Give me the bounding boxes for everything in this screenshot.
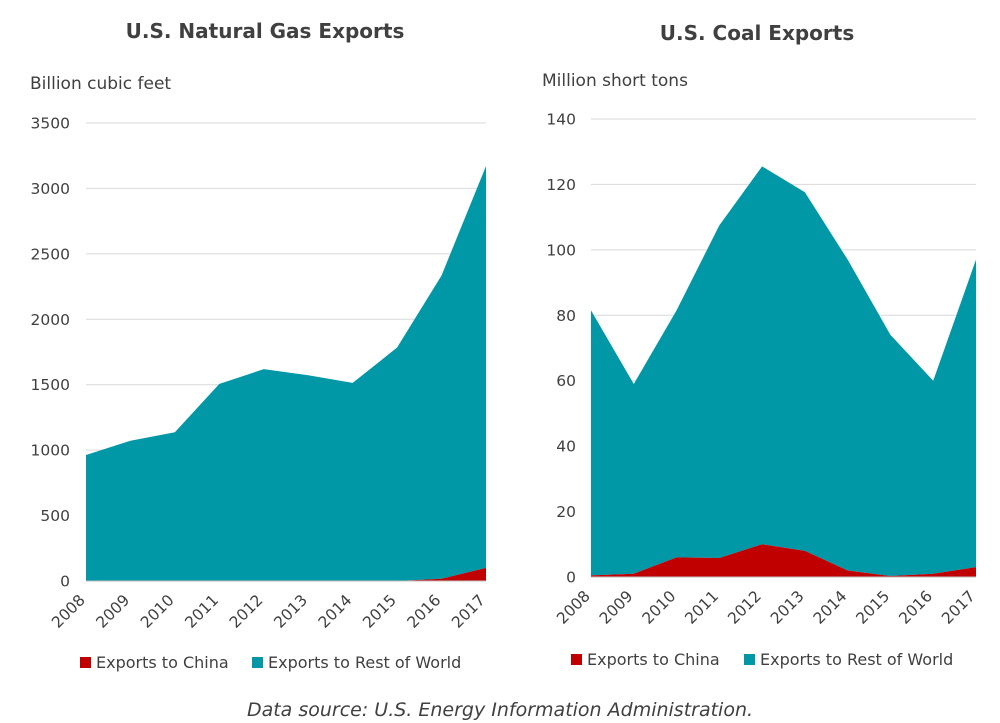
chart2-area-rest-of-world: [591, 166, 976, 577]
chart1-legend-label-rest: Exports to Rest of World: [268, 653, 461, 672]
chart1-x-tick-label: 2013: [270, 591, 311, 632]
chart2-y-tick-label: 0: [566, 569, 576, 587]
chart1-x-tick-label: 2015: [359, 591, 400, 632]
chart1-x-tick-label: 2008: [48, 591, 89, 632]
chart2-group: U.S. Coal Exports Million short tons 0 20 40…: [542, 21, 979, 669]
chart2-y-axis-label: Million short tons: [542, 71, 688, 91]
chart2-y-tick-label: 60: [556, 372, 576, 390]
chart1-area-rest-of-world: [86, 166, 486, 581]
chart2-y-tick-label: 40: [556, 438, 576, 456]
chart1-x-tick-label: 2012: [226, 591, 267, 632]
chart1-y-tick-label: 0: [60, 573, 70, 591]
chart2-legend-label-rest: Exports to Rest of World: [760, 650, 953, 669]
chart1-y-tick-label: 2500: [31, 245, 70, 263]
chart1-x-tick-label: 2016: [404, 591, 445, 632]
chart2-x-tick-label: 2017: [938, 587, 979, 628]
chart2-x-tick-label: 2010: [639, 587, 680, 628]
chart2-legend-swatch-china: [571, 654, 582, 665]
chart1-y-tick-label: 1000: [31, 442, 70, 460]
chart2-y-tick-label: 80: [556, 307, 576, 325]
chart1-y-tick-label: 1500: [31, 376, 70, 394]
chart1-legend-swatch-rest: [252, 657, 263, 668]
chart2-legend-label-china: Exports to China: [587, 650, 720, 669]
chart1-group: U.S. Natural Gas Exports Billion cubic fe…: [30, 19, 489, 672]
chart1-y-tick-label: 3000: [31, 180, 70, 198]
chart1-area-china: [86, 567, 486, 581]
chart2-area-china: [591, 544, 976, 577]
chart1-title: U.S. Natural Gas Exports: [126, 19, 405, 43]
chart2-y-tick-label: 20: [556, 503, 576, 521]
chart1-y-tick-label: 2000: [31, 311, 70, 329]
source-note: Data source: U.S. Energy Information Adm…: [246, 699, 754, 721]
chart2-x-tick-label: 2009: [596, 587, 637, 628]
chart2-x-tick-label: 2015: [853, 587, 894, 628]
chart2-x-tick-label: 2008: [553, 587, 594, 628]
chart1-y-tick-label: 500: [40, 507, 70, 525]
chart1-x-tick-label: 2017: [448, 591, 489, 632]
chart1-x-tick-label: 2009: [93, 591, 134, 632]
chart1-x-tick-label: 2011: [182, 591, 223, 632]
chart2-x-tick-label: 2011: [682, 587, 723, 628]
chart2-x-tick-label: 2012: [724, 587, 765, 628]
chart2-y-tick-label: 120: [546, 176, 576, 194]
chart2-title: U.S. Coal Exports: [660, 21, 854, 45]
chart2-x-tick-label: 2013: [767, 587, 808, 628]
chart1-x-tick-label: 2014: [315, 591, 356, 632]
chart2-y-tick-label: 140: [546, 111, 576, 129]
chart1-x-tick-label: 2010: [137, 591, 178, 632]
chart2-legend-swatch-rest: [744, 654, 755, 665]
chart2-y-tick-label: 100: [546, 241, 576, 259]
chart1-legend-swatch-china: [80, 657, 91, 668]
chart2-x-tick-label: 2014: [810, 587, 851, 628]
chart2-x-tick-label: 2016: [895, 587, 936, 628]
chart1-legend-label-china: Exports to China: [96, 653, 229, 672]
chart1-y-axis-label: Billion cubic feet: [30, 74, 171, 94]
chart1-y-tick-label: 3500: [31, 115, 70, 133]
